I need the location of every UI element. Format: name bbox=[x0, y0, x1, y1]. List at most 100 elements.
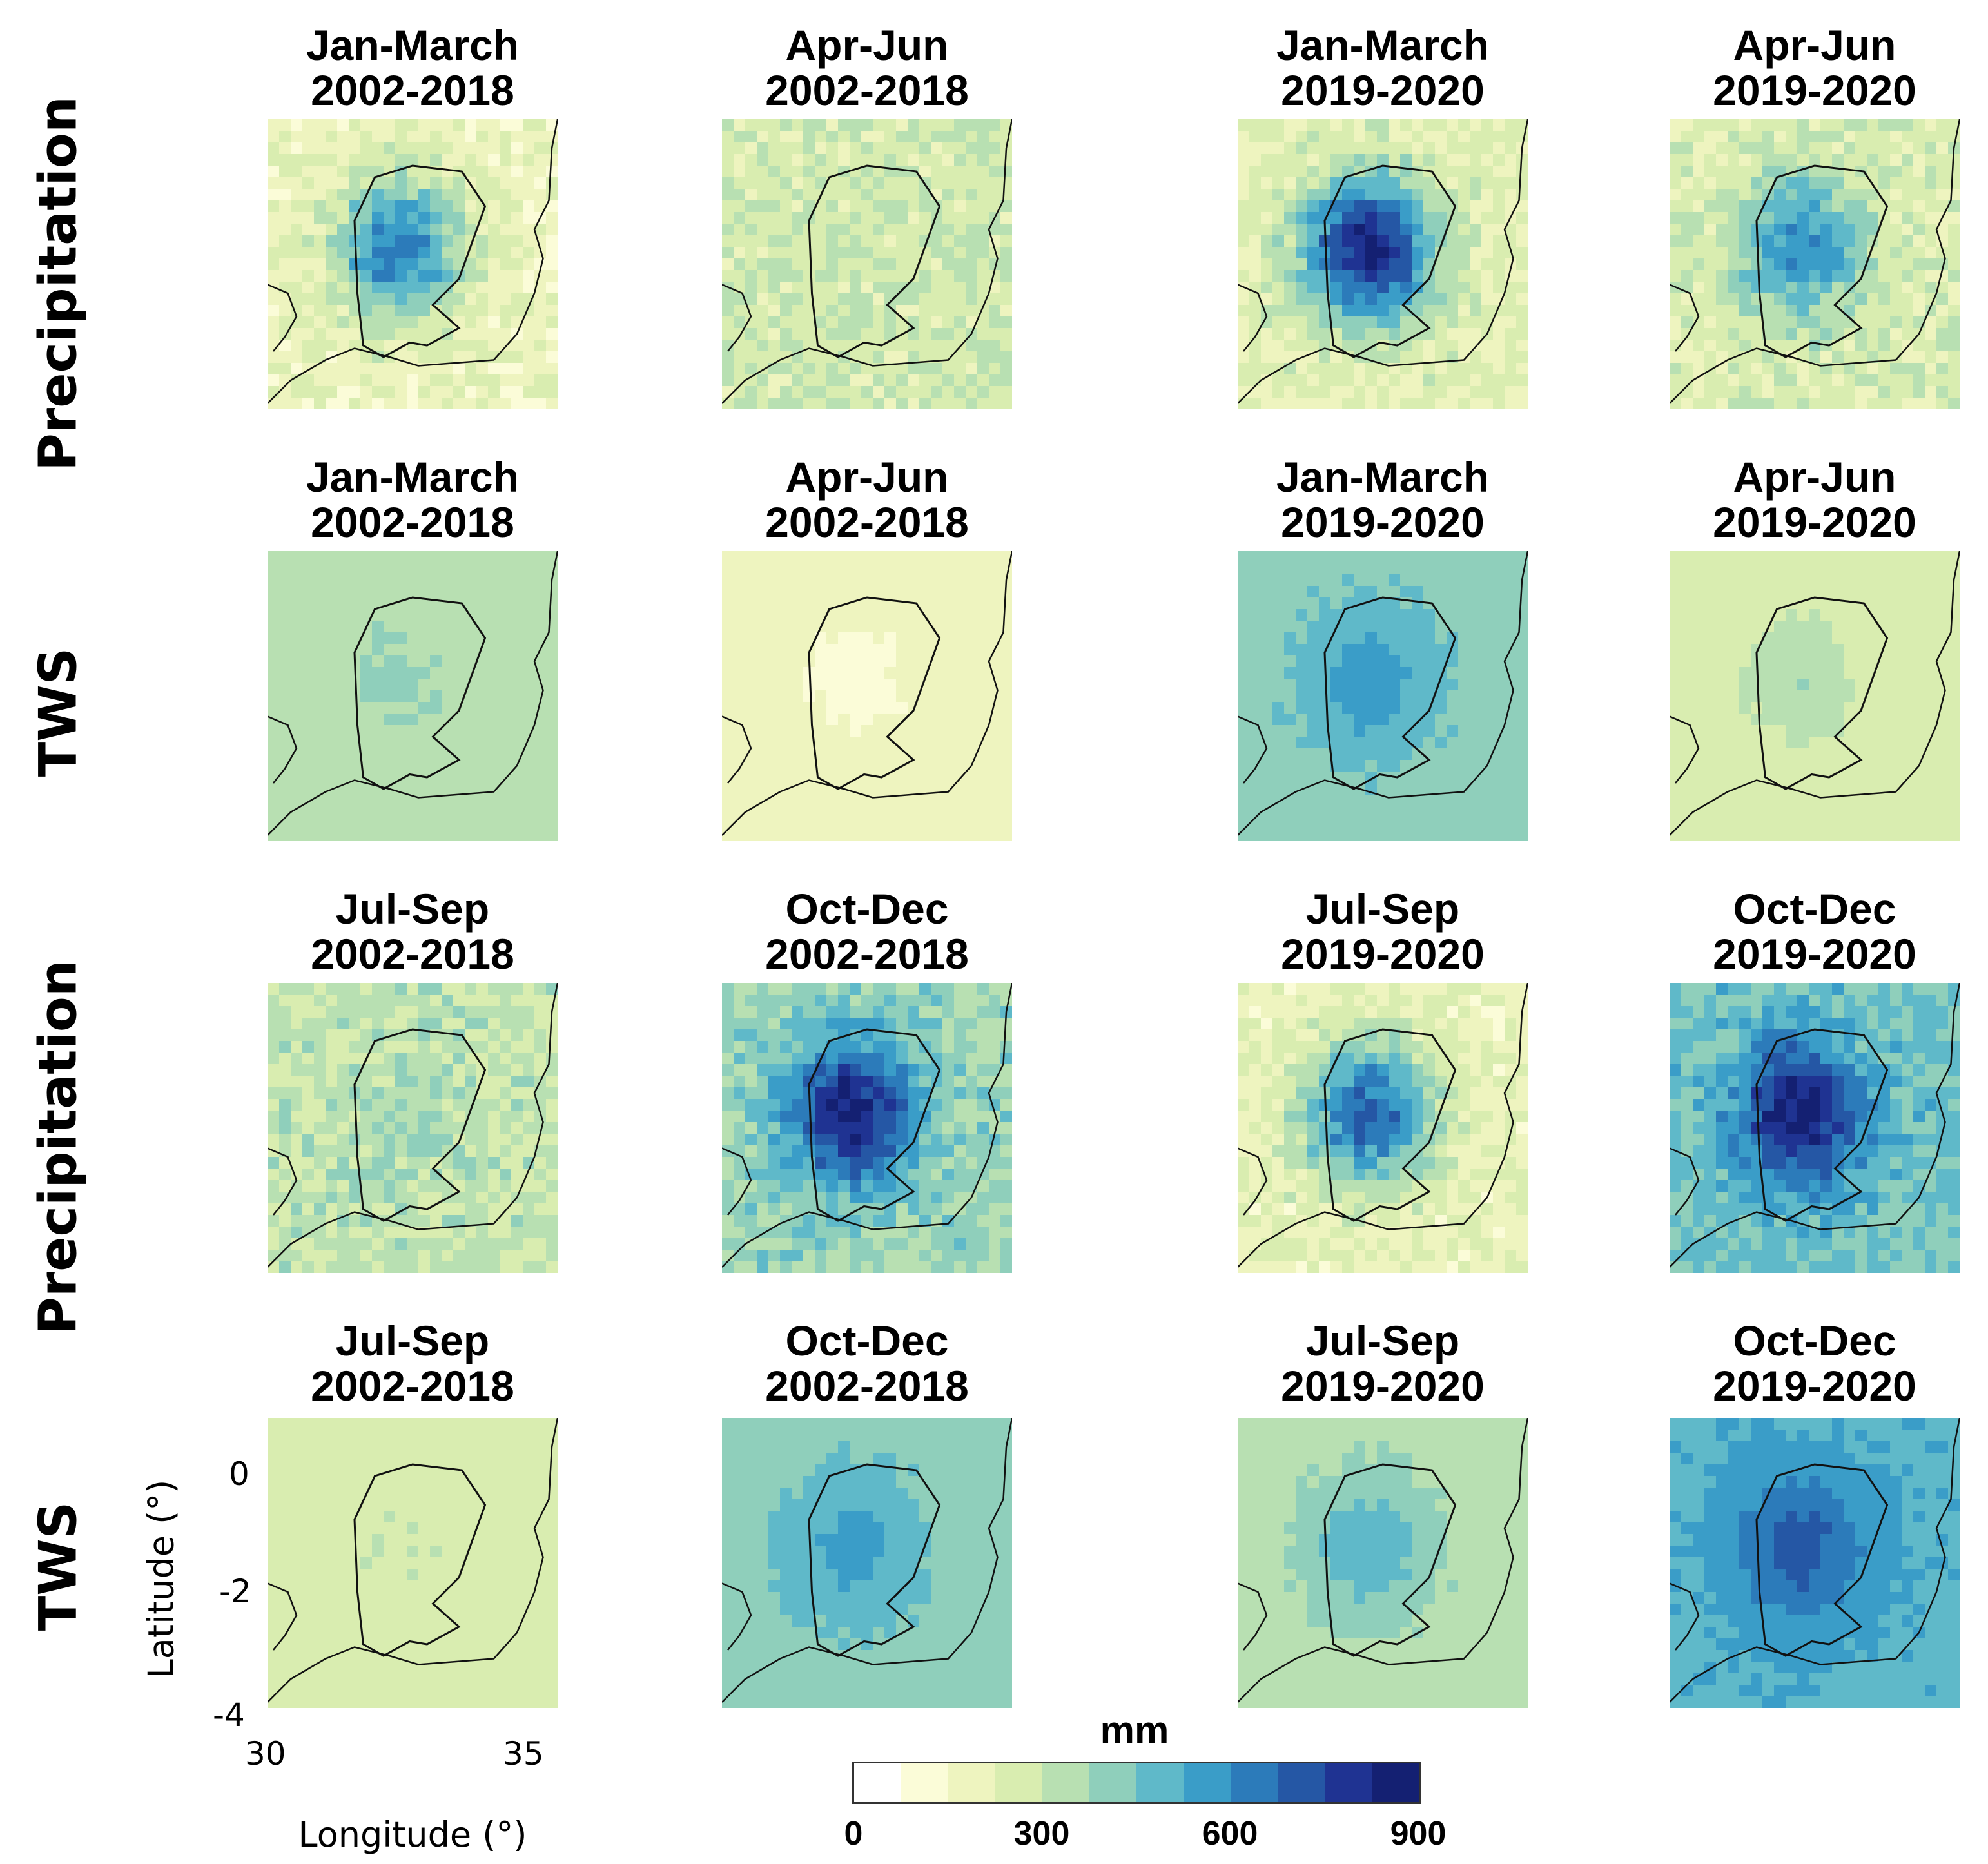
heatmap-cell bbox=[1505, 783, 1517, 795]
heatmap-cell bbox=[1493, 189, 1505, 201]
heatmap-cell bbox=[989, 351, 1001, 364]
heatmap-cell bbox=[1389, 609, 1401, 621]
heatmap-cell bbox=[1435, 305, 1447, 317]
heatmap-cell bbox=[1458, 154, 1470, 166]
heatmap-cell bbox=[1423, 282, 1436, 294]
heatmap-cell bbox=[1412, 363, 1424, 375]
heatmap-cell bbox=[337, 806, 349, 819]
heatmap-cell bbox=[1681, 235, 1693, 248]
heatmap-cell bbox=[1330, 760, 1343, 772]
heatmap-cell bbox=[349, 142, 361, 155]
heatmap-cell bbox=[1000, 667, 1012, 679]
heatmap-cell bbox=[1670, 305, 1682, 317]
heatmap-cell bbox=[861, 621, 873, 633]
heatmap-cell bbox=[430, 806, 442, 819]
heatmap-cell bbox=[1261, 725, 1273, 737]
heatmap-cell bbox=[1670, 621, 1682, 633]
heatmap-cell bbox=[395, 374, 407, 387]
heatmap-cell bbox=[326, 818, 338, 830]
heatmap-cell bbox=[989, 760, 1001, 772]
heatmap-cell bbox=[1716, 398, 1728, 409]
heatmap-cell bbox=[757, 305, 769, 317]
heatmap-cell bbox=[1400, 795, 1412, 807]
heatmap-cell bbox=[291, 725, 303, 737]
heatmap-cell bbox=[1377, 714, 1389, 726]
heatmap-cell bbox=[1296, 806, 1308, 819]
heatmap-cell bbox=[372, 398, 384, 409]
heatmap-cell bbox=[1354, 154, 1366, 166]
heatmap-cell bbox=[1261, 270, 1273, 282]
heatmap-cell bbox=[360, 760, 373, 772]
heatmap-cell bbox=[1809, 667, 1821, 679]
heatmap-cell bbox=[1786, 772, 1798, 784]
heatmap-cell bbox=[546, 621, 558, 633]
heatmap-cell bbox=[1786, 737, 1798, 749]
heatmap-cell bbox=[977, 340, 989, 352]
heatmap-cell bbox=[1389, 305, 1401, 317]
heatmap-cell bbox=[1412, 247, 1424, 259]
heatmap-cell bbox=[291, 119, 303, 131]
heatmap-cell bbox=[1365, 293, 1378, 306]
heatmap-cell bbox=[1704, 714, 1717, 726]
heatmap-cell bbox=[1516, 293, 1528, 306]
heatmap-cell bbox=[942, 282, 955, 294]
heatmap-cell bbox=[722, 806, 734, 819]
heatmap-cell bbox=[372, 737, 384, 749]
heatmap-cell bbox=[291, 340, 303, 352]
heatmap-cell bbox=[279, 131, 291, 143]
heatmap-cell bbox=[430, 305, 442, 317]
heatmap-cell bbox=[268, 305, 280, 317]
heatmap-cell bbox=[1307, 621, 1320, 633]
heatmap-cell bbox=[1447, 655, 1459, 668]
heatmap-cell bbox=[1762, 690, 1775, 703]
heatmap-cell bbox=[896, 795, 908, 807]
heatmap-cell bbox=[919, 142, 931, 155]
heatmap-cell bbox=[1913, 119, 1925, 131]
heatmap-cell bbox=[1948, 655, 1960, 668]
heatmap-cell bbox=[768, 667, 781, 679]
heatmap-cell bbox=[919, 830, 931, 841]
heatmap-cell bbox=[1516, 563, 1528, 575]
heatmap-cell bbox=[407, 351, 419, 364]
heatmap-cell bbox=[1296, 679, 1308, 691]
heatmap-cell bbox=[268, 806, 280, 819]
heatmap-cell bbox=[1447, 305, 1459, 317]
heatmap-cell bbox=[1516, 644, 1528, 656]
heatmap-cell bbox=[1493, 563, 1505, 575]
heatmap-cell bbox=[1762, 702, 1775, 714]
heatmap-cell bbox=[884, 154, 897, 166]
heatmap-cell bbox=[453, 247, 465, 259]
heatmap-cell bbox=[1423, 154, 1436, 166]
heatmap-cell bbox=[896, 644, 908, 656]
heatmap-cell bbox=[1377, 258, 1389, 271]
heatmap-cell bbox=[1423, 293, 1436, 306]
heatmap-cell bbox=[1809, 760, 1821, 772]
heatmap-cell bbox=[780, 212, 792, 224]
heatmap-cell bbox=[500, 166, 512, 178]
heatmap-cell bbox=[1890, 725, 1902, 737]
heatmap-cell bbox=[1296, 597, 1308, 610]
heatmap-cell bbox=[1284, 714, 1296, 726]
heatmap-cell bbox=[302, 655, 315, 668]
heatmap-cell bbox=[302, 737, 315, 749]
heatmap-cell bbox=[465, 621, 477, 633]
heatmap-cell bbox=[1728, 574, 1740, 587]
heatmap-cell bbox=[511, 119, 523, 131]
heatmap-cell bbox=[1728, 597, 1740, 610]
heatmap-cell bbox=[1481, 609, 1494, 621]
heatmap-cell bbox=[931, 737, 943, 749]
heatmap-cell bbox=[1948, 644, 1960, 656]
heatmap-cell bbox=[1319, 258, 1331, 271]
heatmap-cell bbox=[826, 586, 839, 598]
heatmap-cell bbox=[1342, 679, 1354, 691]
heatmap-cell bbox=[1844, 282, 1856, 294]
heatmap-cell bbox=[302, 200, 315, 213]
heatmap-cell bbox=[1505, 818, 1517, 830]
heatmap-cell bbox=[384, 714, 396, 726]
heatmap-cell bbox=[1948, 270, 1960, 282]
heatmap-cell bbox=[919, 760, 931, 772]
heatmap-cell bbox=[1342, 563, 1354, 575]
heatmap-cell bbox=[942, 655, 955, 668]
heatmap-cell bbox=[488, 818, 500, 830]
heatmap-cell bbox=[1716, 574, 1728, 587]
